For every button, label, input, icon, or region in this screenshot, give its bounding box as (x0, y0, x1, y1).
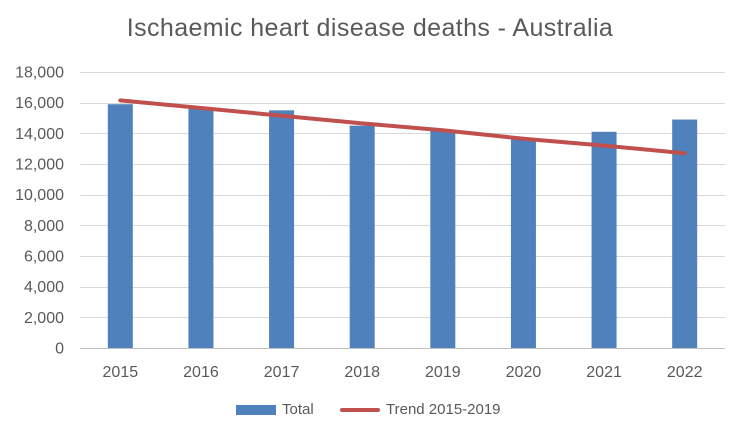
bar-2021 (591, 131, 617, 348)
x-tick-label: 2018 (344, 364, 380, 381)
x-tick-label: 2016 (183, 364, 219, 381)
y-axis-tick-labels: 0 2,000 4,000 6,000 8,000 10,000 12,000 14,000 1… (15, 65, 64, 358)
y-tick-label: 14,000 (15, 126, 64, 143)
y-tick-label: 16,000 (15, 95, 64, 112)
bar-2019 (430, 130, 456, 348)
x-axis-tick-labels: 2015 2016 2017 2018 2019 2020 2021 2022 (103, 364, 703, 381)
x-tick-label: 2022 (667, 364, 703, 381)
y-tick-label: 0 (55, 341, 64, 358)
x-tick-label: 2019 (425, 364, 461, 381)
legend-item-total: Total (236, 401, 314, 418)
chart-legend: Total Trend 2015-2019 (0, 401, 740, 425)
x-tick-label: 2020 (506, 364, 542, 381)
y-tick-label: 12,000 (15, 157, 64, 174)
y-tick-label: 18,000 (15, 65, 64, 82)
legend-swatch-trend (340, 407, 380, 412)
bar-2020 (510, 139, 536, 348)
trend-series (118, 98, 687, 156)
y-tick-label: 2,000 (24, 310, 64, 327)
y-tick-label: 10,000 (15, 187, 64, 204)
legend-label-trend: Trend 2015-2019 (386, 401, 501, 418)
x-tick-label: 2015 (103, 364, 139, 381)
bar-2016 (188, 108, 214, 348)
bar-2018 (349, 125, 375, 349)
bar-series-total (107, 104, 698, 349)
x-tick-label: 2021 (586, 364, 622, 381)
trend-line (118, 98, 687, 156)
y-tick-label: 8,000 (24, 218, 64, 235)
y-tick-label: 4,000 (24, 279, 64, 296)
chart-title: Ischaemic heart disease deaths - Austral… (126, 14, 614, 42)
legend-label-total: Total (282, 401, 314, 418)
bar-2015 (107, 104, 133, 348)
legend-item-trend: Trend 2015-2019 (340, 401, 501, 418)
bar-2022 (672, 119, 698, 349)
legend-swatch-total (236, 404, 276, 415)
gridlines (80, 72, 725, 349)
y-tick-label: 6,000 (24, 249, 64, 266)
bar-2017 (269, 110, 295, 348)
x-tick-label: 2017 (264, 364, 300, 381)
